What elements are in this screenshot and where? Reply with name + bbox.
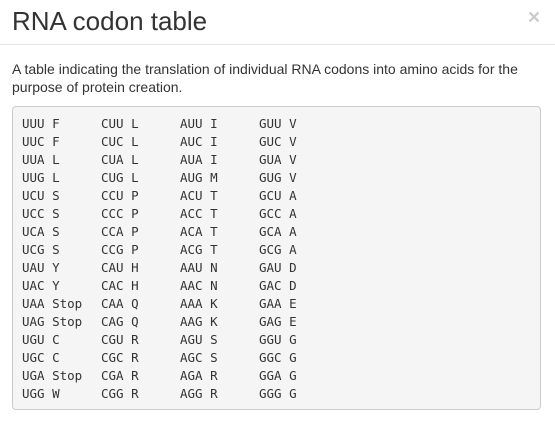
codon-entry: GAC D — [259, 278, 297, 293]
codon-entry: AUA I — [180, 152, 218, 167]
codon-entry: ACC T — [180, 206, 218, 221]
codon-entry: CUC L — [101, 134, 139, 149]
codon-row: UCG S CCG P ACG T GCG A — [22, 241, 531, 259]
codon-row: UUG L CUG L AUG M GUG V — [22, 169, 531, 187]
codon-entry: CCU P — [101, 188, 139, 203]
codon-entry: UCA S — [22, 224, 60, 239]
codon-entry: CGU R — [101, 332, 139, 347]
codon-entry: ACU T — [180, 188, 218, 203]
codon-entry: CAU H — [101, 260, 139, 275]
codon-entry: GAG E — [259, 314, 297, 329]
codon-row: UAU Y CAU H AAU N GAU D — [22, 259, 531, 277]
codon-entry: AGU S — [180, 332, 218, 347]
codon-entry: UUG L — [22, 170, 60, 185]
codon-entry: UUC F — [22, 134, 60, 149]
codon-entry: AGG R — [180, 386, 218, 401]
codon-entry: UAG Stop — [22, 314, 83, 329]
codon-entry: CAG Q — [101, 314, 139, 329]
codon-entry: GUC V — [259, 134, 297, 149]
codon-entry: UCC S — [22, 206, 60, 221]
codon-entry: AGC S — [180, 350, 218, 365]
codon-row: UGA Stop CGA R AGA R GGA G — [22, 367, 531, 385]
codon-entry: CAC H — [101, 278, 139, 293]
codon-entry: AAG K — [180, 314, 218, 329]
codon-entry: AAA K — [180, 296, 218, 311]
codon-entry: UAA Stop — [22, 296, 83, 311]
codon-row: UUC F CUC L AUC I GUC V — [22, 133, 531, 151]
codon-entry: CUA L — [101, 152, 139, 167]
codon-entry: UCU S — [22, 188, 60, 203]
codon-entry: CCG P — [101, 242, 139, 257]
codon-entry: CCC P — [101, 206, 139, 221]
close-button[interactable]: × — [527, 6, 541, 29]
codon-entry: AGA R — [180, 368, 218, 383]
codon-row: UUU F CUU L AUU I GUU V — [22, 115, 531, 133]
codon-table-block: UUU F CUU L AUU I GUU V UUC F CUC L AUC I GUC V… — [12, 106, 541, 410]
codon-row: UCA S CCA P ACA T GCA A — [22, 223, 531, 241]
codon-entry: UGG W — [22, 386, 60, 401]
codon-entry: UGU C — [22, 332, 60, 347]
codon-entry: CUG L — [101, 170, 139, 185]
modal-header: RNA codon table × — [0, 0, 555, 45]
codon-entry: CAA Q — [101, 296, 139, 311]
codon-entry: AUC I — [180, 134, 218, 149]
codon-entry: GCC A — [259, 206, 297, 221]
codon-entry: GAA E — [259, 296, 297, 311]
codon-entry: GGU G — [259, 332, 297, 347]
codon-entry: CCA P — [101, 224, 139, 239]
codon-entry: CUU L — [101, 116, 139, 131]
codon-row: UAC Y CAC H AAC N GAC D — [22, 277, 531, 295]
codon-entry: UAC Y — [22, 278, 60, 293]
codon-entry: GGA G — [259, 368, 297, 383]
codon-row: UAG Stop CAG Q AAG K GAG E — [22, 313, 531, 331]
codon-entry: CGA R — [101, 368, 139, 383]
codon-entry: GCA A — [259, 224, 297, 239]
codon-entry: CGG R — [101, 386, 139, 401]
codon-entry: UGC C — [22, 350, 60, 365]
codon-entry: CGC R — [101, 350, 139, 365]
codon-entry: UGA Stop — [22, 368, 83, 383]
codon-entry: GUA V — [259, 152, 297, 167]
codon-row: UAA Stop CAA Q AAA K GAA E — [22, 295, 531, 313]
codon-entry: AAU N — [180, 260, 218, 275]
codon-entry: UUU F — [22, 116, 60, 131]
codon-entry: GAU D — [259, 260, 297, 275]
codon-row: UCU S CCU P ACU T GCU A — [22, 187, 531, 205]
codon-entry: GCG A — [259, 242, 297, 257]
codon-row: UUA L CUA L AUA I GUA V — [22, 151, 531, 169]
codon-entry: UUA L — [22, 152, 60, 167]
codon-entry: GGC G — [259, 350, 297, 365]
codon-row: UGG W CGG R AGG R GGG G — [22, 385, 531, 403]
codon-entry: GUU V — [259, 116, 297, 131]
codon-entry: ACA T — [180, 224, 218, 239]
codon-entry: GUG V — [259, 170, 297, 185]
modal-description: A table indicating the translation of in… — [12, 61, 518, 95]
codon-entry: ACG T — [180, 242, 218, 257]
codon-row: UGC C CGC R AGC S GGC G — [22, 349, 531, 367]
codon-entry: AAC N — [180, 278, 218, 293]
codon-entry: GCU A — [259, 188, 297, 203]
codon-entry: UCG S — [22, 242, 60, 257]
modal-title: RNA codon table — [12, 6, 208, 36]
codon-row: UCC S CCC P ACC T GCC A — [22, 205, 531, 223]
codon-row: UGU C CGU R AGU S GGU G — [22, 331, 531, 349]
codon-entry: GGG G — [259, 386, 297, 401]
codon-entry: AUG M — [180, 170, 218, 185]
codon-entry: UAU Y — [22, 260, 60, 275]
codon-entry: AUU I — [180, 116, 218, 131]
codon-grid: UUU F CUU L AUU I GUU V UUC F CUC L AUC I GUC V… — [22, 115, 531, 403]
